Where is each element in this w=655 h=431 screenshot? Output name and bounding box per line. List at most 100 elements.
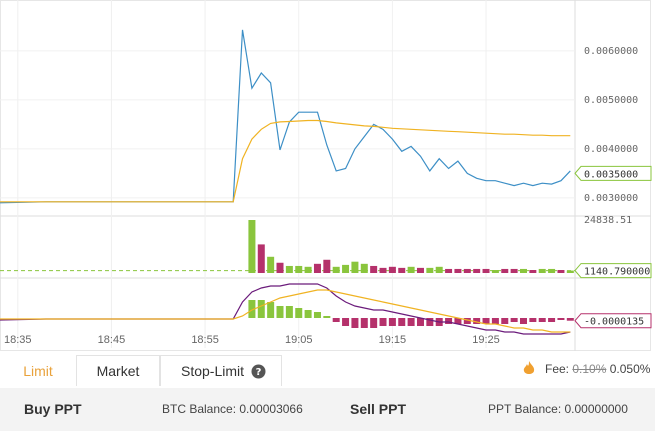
- macd-bar: [285, 306, 293, 318]
- tab-label: Stop-Limit: [181, 363, 245, 379]
- x-tick-label: 18:45: [98, 334, 126, 346]
- volume-bar: [529, 270, 537, 273]
- help-icon[interactable]: ?: [251, 364, 266, 379]
- macd-bar: [473, 318, 481, 324]
- tag-box: [574, 263, 652, 279]
- macd-bar: [342, 318, 350, 326]
- macd-bar: [257, 300, 265, 318]
- macd-bar: [323, 316, 331, 318]
- macd-bar: [529, 318, 537, 322]
- chart: 18:35 18:45 18:55 19:05 19:15 19:25 0.0030000 0…: [0, 0, 652, 351]
- macd-bar: [304, 310, 312, 318]
- volume-bar: [557, 270, 565, 273]
- volume-bar: [445, 268, 453, 273]
- volume-bar: [276, 262, 284, 273]
- volume-bar: [285, 265, 293, 273]
- macd-bar: [313, 312, 321, 318]
- volume-bar: [295, 265, 303, 273]
- y-tick-label: 0.0030000: [584, 193, 638, 204]
- volume-bar: [313, 263, 321, 273]
- macd-bar: [360, 318, 368, 328]
- macd-bar: [445, 318, 453, 324]
- fee: Fee: 0.10% 0.050%: [545, 362, 650, 376]
- fee-label: Fee:: [545, 362, 570, 376]
- volume-bar: [426, 267, 434, 273]
- macd-bar: [267, 302, 275, 318]
- y-tick-label: 0.0040000: [584, 144, 638, 155]
- volume-bar: [416, 267, 424, 273]
- macd-bar: [491, 318, 499, 324]
- macd-bar: [379, 318, 387, 326]
- macd-bar: [351, 318, 359, 328]
- macd-bar: [538, 318, 546, 322]
- btc-balance: BTC Balance: 0.00003066: [162, 402, 303, 416]
- volume-bar: [323, 259, 331, 273]
- tag-label: 0.0035000: [584, 169, 638, 180]
- volume-bar: [454, 268, 462, 273]
- tag-label: 1140.790000: [584, 267, 650, 278]
- tag-label: -0.0000135: [584, 317, 644, 328]
- macd-bar: [566, 318, 574, 321]
- macd-bar: [416, 318, 424, 326]
- volume-bar: [379, 267, 387, 273]
- tag-box: [574, 165, 652, 181]
- macd-bar: [332, 318, 340, 322]
- volume-bar: [267, 256, 275, 273]
- volume-bar: [473, 268, 481, 273]
- volume-bar: [501, 268, 509, 273]
- macd-bar: [248, 300, 256, 318]
- macd-bar: [548, 318, 556, 322]
- volume-bar: [435, 266, 443, 273]
- volume-bar: [519, 268, 527, 273]
- volume-bar: [491, 270, 499, 273]
- macd-bar: [519, 318, 527, 324]
- volume-bar: [351, 261, 359, 273]
- macd-bar: [482, 318, 490, 324]
- macd-bar: [388, 318, 396, 326]
- macd-bar: [557, 318, 565, 320]
- tab-stop-limit[interactable]: Stop-Limit ?: [160, 355, 282, 386]
- macd-bar: [510, 318, 518, 322]
- macd-line: [0, 289, 571, 333]
- chart-frame: [0, 0, 651, 351]
- volume-bar: [398, 267, 406, 273]
- volume-bar: [360, 263, 368, 273]
- macd-bar: [407, 318, 415, 326]
- x-tick-label: 19:15: [379, 334, 407, 346]
- volume-bar: [538, 268, 546, 273]
- volume-bar: [463, 268, 471, 273]
- volume-bar: [257, 244, 265, 273]
- macd-bar: [463, 318, 471, 324]
- volume-bar: [342, 264, 350, 273]
- volume-bar: [407, 266, 415, 273]
- macd-bar: [501, 318, 509, 324]
- macd-bar: [295, 308, 303, 318]
- tag-box: [574, 313, 652, 329]
- balance-row: Buy PPT BTC Balance: 0.00003066 Sell PPT…: [0, 388, 655, 431]
- volume-bar: [510, 268, 518, 273]
- sell-title: Sell PPT: [350, 401, 407, 417]
- order-tabs: Limit Market Stop-Limit ? Fee: 0.10% 0.0…: [0, 355, 655, 387]
- x-tick-label: 19:25: [472, 334, 500, 346]
- macd-bar: [370, 318, 378, 328]
- macd-bar: [276, 306, 284, 318]
- buy-title: Buy PPT: [24, 401, 82, 417]
- tab-limit[interactable]: Limit: [23, 363, 53, 379]
- x-tick-label: 18:55: [191, 334, 219, 346]
- x-tick-label: 19:05: [285, 334, 313, 346]
- volume-bar: [248, 220, 256, 273]
- volume-bar: [388, 266, 396, 273]
- volume-bar: [566, 270, 574, 273]
- y-tick-label: 0.0060000: [584, 46, 638, 57]
- tab-market[interactable]: Market: [76, 355, 160, 386]
- macd-bar: [398, 318, 406, 326]
- price-line: [0, 119, 571, 203]
- volume-bar: [304, 266, 312, 273]
- macd-bar: [454, 318, 462, 324]
- ppt-balance: PPT Balance: 0.00000000: [488, 402, 628, 416]
- x-tick-label: 18:35: [4, 334, 32, 346]
- fee-icon: [523, 361, 535, 374]
- macd-bar: [426, 318, 434, 326]
- volume-bar: [482, 268, 490, 273]
